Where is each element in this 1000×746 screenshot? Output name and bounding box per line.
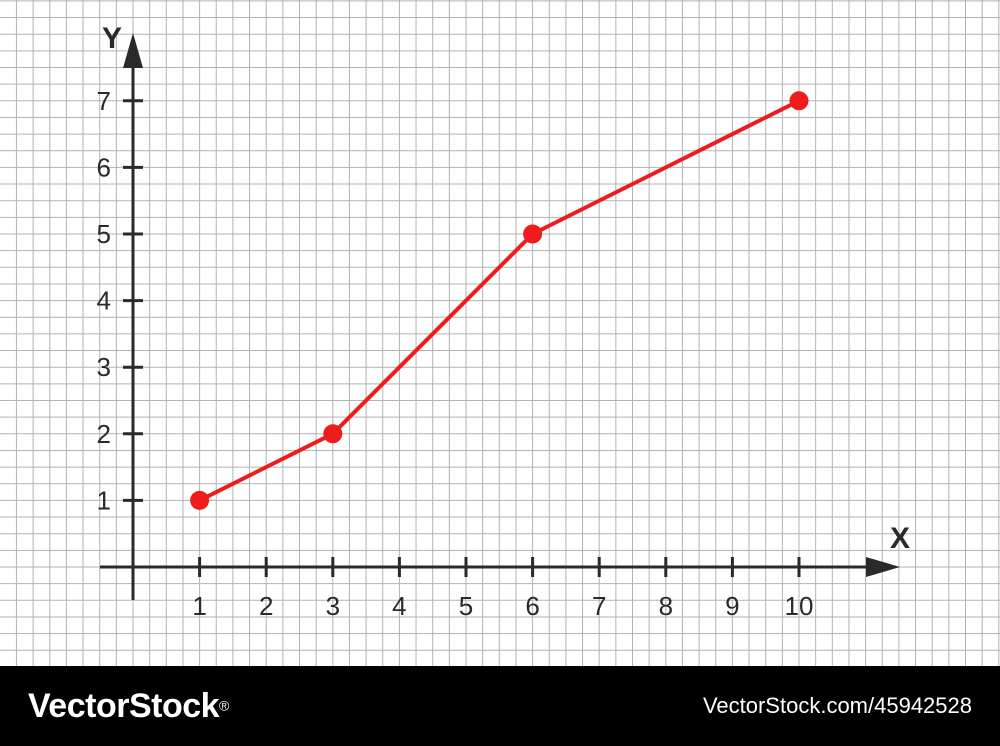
y-tick-label: 6 <box>97 152 111 182</box>
x-tick-label: 7 <box>592 591 606 621</box>
stock-id: VectorStock.com/45942528 <box>702 693 972 718</box>
brand-logo: VectorStock® <box>28 687 229 726</box>
x-tick-label: 2 <box>259 591 273 621</box>
y-axis-label: Y <box>102 22 122 55</box>
axes: X Y <box>100 22 910 600</box>
line-chart: X Y 1 2 3 4 5 6 7 8 9 10 1 2 3 4 5 6 7 <box>0 0 1000 666</box>
data-point <box>190 490 210 510</box>
y-axis-arrow-icon <box>123 33 143 68</box>
x-tick-label: 10 <box>785 591 814 621</box>
y-tick-label: 2 <box>97 419 111 449</box>
y-tick-label: 5 <box>97 219 111 249</box>
registered-mark: ® <box>219 697 230 714</box>
x-tick-label: 5 <box>459 591 473 621</box>
y-tick-label: 1 <box>97 485 111 515</box>
x-tick-label: 1 <box>192 591 206 621</box>
watermark-bar: VectorStock® VectorStock.com/45942528 <box>0 666 1000 746</box>
x-tick-label: 9 <box>725 591 739 621</box>
x-tick-label: 3 <box>326 591 340 621</box>
y-tick-label: 4 <box>97 286 111 316</box>
x-tick-label: 8 <box>659 591 673 621</box>
brand-name: VectorStock <box>28 686 220 725</box>
x-axis-label: X <box>890 522 910 555</box>
data-point <box>523 224 543 244</box>
y-tick-label: 3 <box>97 352 111 382</box>
ticks: 1 2 3 4 5 6 7 8 9 10 1 2 3 4 5 6 7 <box>97 86 814 621</box>
series <box>190 91 809 510</box>
data-point <box>789 91 809 111</box>
x-axis-arrow-icon <box>866 557 900 577</box>
series-line <box>198 99 800 503</box>
y-tick-label: 7 <box>97 86 111 116</box>
x-tick-label: 6 <box>525 591 539 621</box>
data-point <box>323 424 343 444</box>
x-tick-label: 4 <box>392 591 406 621</box>
